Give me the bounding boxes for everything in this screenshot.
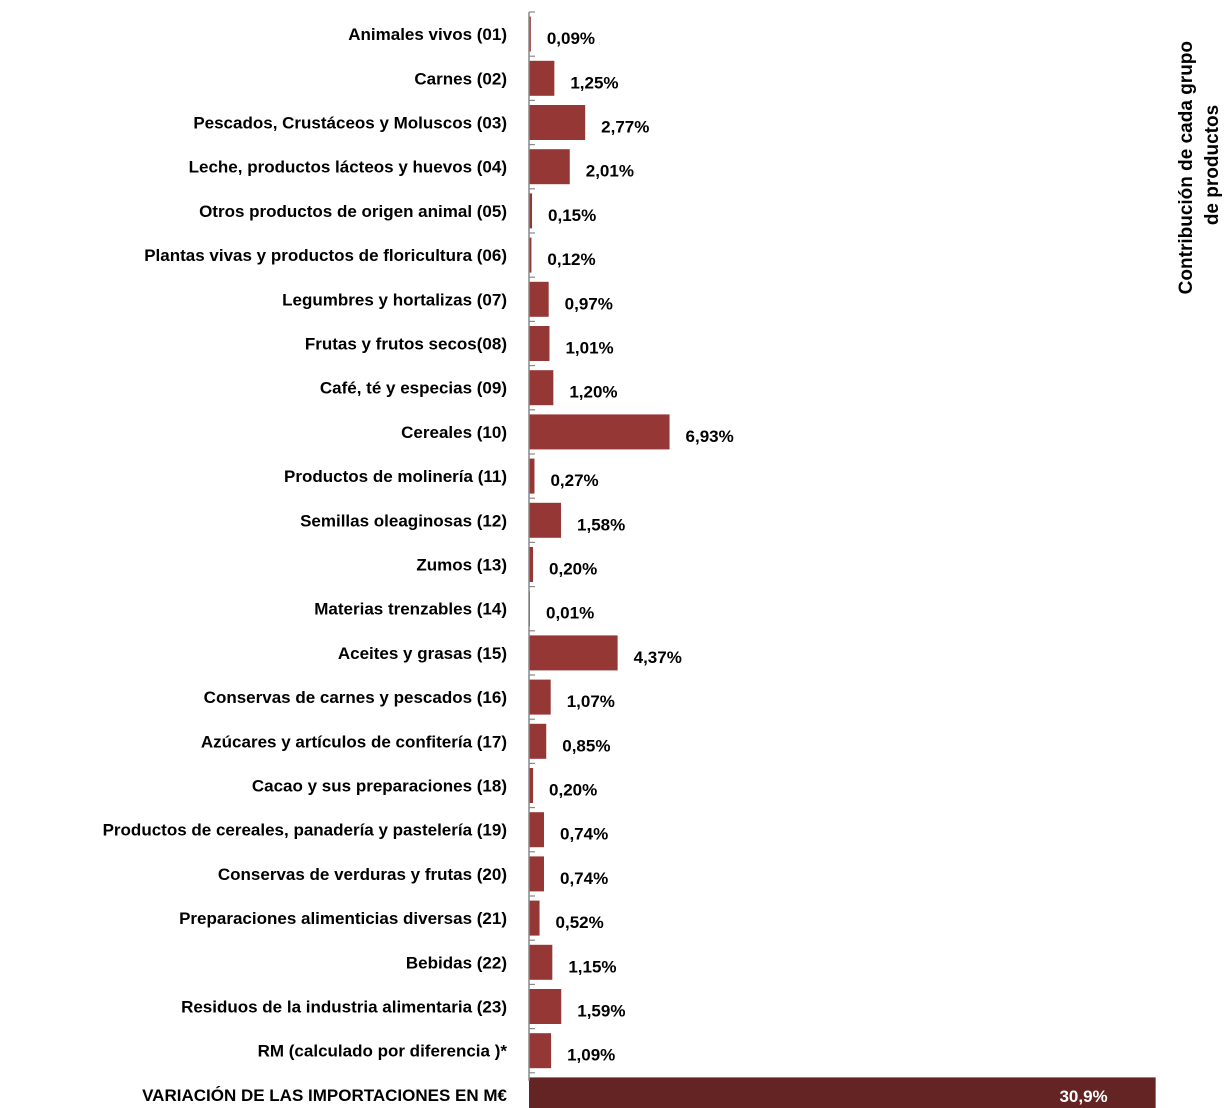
value-label: 1,58% xyxy=(577,515,625,534)
category-label: Café, té y especias (09) xyxy=(320,379,507,398)
value-label: 1,20% xyxy=(569,383,617,402)
value-label: 1,15% xyxy=(568,957,616,976)
bar xyxy=(529,679,551,715)
category-label: Cereales (10) xyxy=(401,423,507,442)
value-labels: 0,09% 1,25% 2,77% 2,01% 0,15% 0,12% 0,97% 1,01%… xyxy=(546,29,1108,1106)
category-label: Cacao y sus preparaciones (18) xyxy=(252,777,507,796)
value-label: 0,85% xyxy=(562,736,610,755)
value-label: 0,09% xyxy=(547,29,595,48)
category-axis xyxy=(528,11,535,1081)
chart-title: Contribución de cada grupo de productos xyxy=(1176,36,1223,295)
bar xyxy=(529,193,533,229)
bar xyxy=(529,723,547,759)
bar xyxy=(529,281,549,317)
value-label: 0,12% xyxy=(547,250,595,269)
bar xyxy=(529,944,553,980)
total-value-label: 30,9% xyxy=(1059,1087,1107,1106)
category-labels: Animales vivos (01) Carnes (02) Pescados, … xyxy=(103,25,508,1105)
value-label: 0,20% xyxy=(549,560,597,579)
bar xyxy=(529,326,550,361)
bar xyxy=(529,414,670,450)
category-label: Conservas de verduras y frutas (20) xyxy=(218,865,507,884)
bar xyxy=(529,502,562,538)
category-label: Plantas vivas y productos de floricultur… xyxy=(144,246,507,265)
value-label: 0,74% xyxy=(560,869,608,888)
value-label: 1,59% xyxy=(577,1002,625,1021)
bar xyxy=(529,900,540,936)
category-label: Azúcares y artículos de confitería (17) xyxy=(201,732,507,751)
bars-group xyxy=(529,16,1156,1108)
category-label: Carnes (02) xyxy=(414,69,507,88)
value-label: 6,93% xyxy=(686,427,734,446)
bar xyxy=(529,989,562,1024)
value-label: 4,37% xyxy=(634,648,682,667)
value-label: 0,74% xyxy=(560,825,608,844)
category-label: Frutas y frutos secos(08) xyxy=(305,335,507,354)
bar xyxy=(529,768,534,803)
category-label: Preparaciones alimenticias diversas (21) xyxy=(179,909,507,928)
category-label: Leche, productos lácteos y huevos (04) xyxy=(189,158,507,177)
bar xyxy=(529,370,554,406)
bar xyxy=(529,237,532,273)
category-label: Materias trenzables (14) xyxy=(314,600,507,619)
value-label: 1,25% xyxy=(570,73,618,92)
value-label: 1,07% xyxy=(567,692,615,711)
category-label: Bebidas (22) xyxy=(406,953,507,972)
bar xyxy=(529,1033,552,1069)
category-label: Otros productos de origen animal (05) xyxy=(199,202,507,221)
value-label: 0,52% xyxy=(556,913,604,932)
value-label: 2,77% xyxy=(601,118,649,137)
bar xyxy=(529,635,618,671)
category-label: Legumbres y hortalizas (07) xyxy=(282,290,507,309)
value-label: 1,01% xyxy=(565,339,613,358)
chart-title-line-1: Contribución de cada grupo xyxy=(1176,41,1197,294)
bar xyxy=(529,105,586,140)
category-label: Productos de cereales, panadería y paste… xyxy=(103,821,507,840)
category-label: Productos de molinería (11) xyxy=(284,467,507,486)
value-label: 0,27% xyxy=(550,471,598,490)
bar xyxy=(529,547,534,582)
bar xyxy=(529,149,570,185)
bar xyxy=(529,812,545,848)
bar xyxy=(529,16,531,52)
value-label: 0,20% xyxy=(549,781,597,800)
category-label: Animales vivos (01) xyxy=(348,25,507,44)
category-label: Aceites y grasas (15) xyxy=(338,644,507,663)
value-label: 0,97% xyxy=(565,294,613,313)
category-label: Zumos (13) xyxy=(416,556,507,575)
category-label: Semillas oleaginosas (12) xyxy=(300,511,507,530)
bar xyxy=(529,458,535,494)
category-label: Pescados, Crustáceos y Moluscos (03) xyxy=(193,114,507,133)
bar xyxy=(529,856,545,892)
value-label: 1,09% xyxy=(567,1046,615,1065)
category-label: Residuos de la industria alimentaria (23… xyxy=(181,998,507,1017)
category-label: Conservas de carnes y pescados (16) xyxy=(204,688,507,707)
bar xyxy=(529,60,555,96)
chart-title-line-2: de productos xyxy=(1202,105,1223,225)
value-label: 2,01% xyxy=(586,162,634,181)
value-label: 0,01% xyxy=(546,604,594,623)
category-label: VARIACIÓN DE LAS IMPORTACIONES EN M€ xyxy=(142,1086,507,1105)
value-label: 0,15% xyxy=(548,206,596,225)
total-bar xyxy=(529,1077,1156,1108)
category-label: RM (calculado por diferencia )* xyxy=(258,1042,508,1061)
